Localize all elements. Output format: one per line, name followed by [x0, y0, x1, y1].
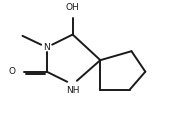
Text: OH: OH [66, 3, 80, 12]
Text: O: O [9, 67, 16, 76]
Text: N: N [43, 43, 50, 52]
Text: NH: NH [66, 86, 79, 95]
